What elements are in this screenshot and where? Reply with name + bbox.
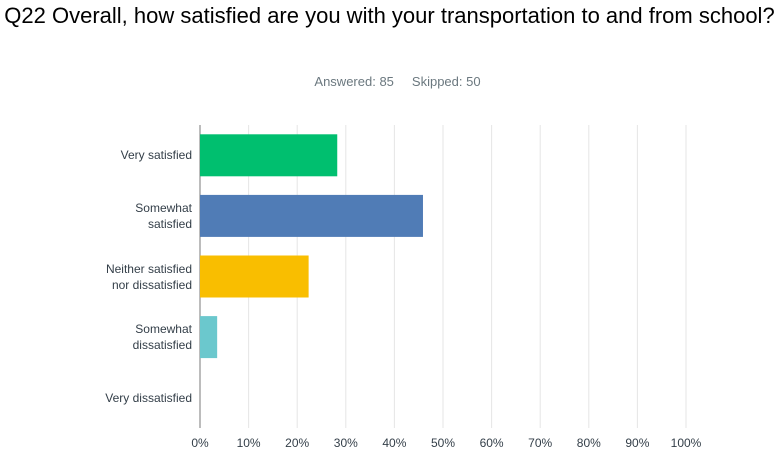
bar [200,194,423,237]
category-label: Somewhat dissatisfied [132,322,192,353]
bar [200,255,309,298]
response-summary: Answered: 85 Skipped: 50 [0,74,779,89]
x-tick-label: 60% [480,436,504,450]
x-tick-label: 90% [625,436,649,450]
answered: Answered: 85 [314,74,394,89]
x-tick-label: 80% [577,436,601,450]
bar [200,134,338,177]
x-tick-label: 30% [334,436,358,450]
x-tick-label: 20% [285,436,309,450]
x-tick-label: 100% [671,436,702,450]
category-label: Somewhat satisfied [135,200,192,231]
chart-title: Q22 Overall, how satisfied are you with … [4,3,775,28]
category-label: Neither satisfied nor dissatisfied [105,261,192,292]
x-tick-label: 50% [431,436,455,450]
x-tick-label: 70% [528,436,552,450]
x-tick-label: 10% [237,436,261,450]
skipped: Skipped: 50 [411,74,481,89]
category-label: Very dissatisfied [105,390,192,405]
x-tick-label: 0% [191,436,209,450]
bar [200,316,218,359]
x-tick-label: 40% [382,436,406,450]
category-label: Very satisfied [120,148,192,163]
